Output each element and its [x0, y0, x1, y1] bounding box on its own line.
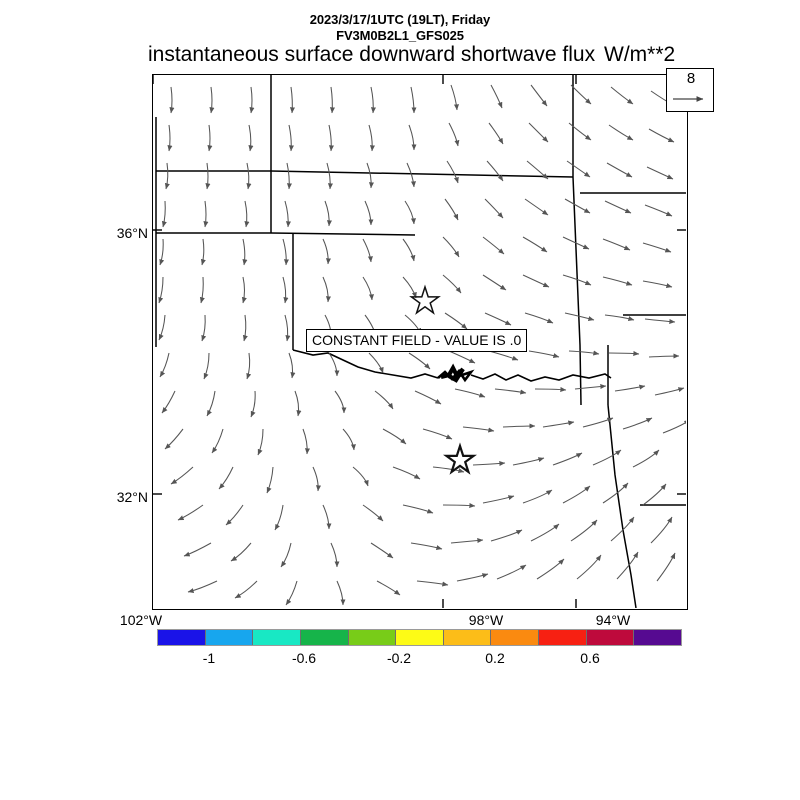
- model-name-header: FV3M0B2L1_GFS025: [336, 28, 464, 43]
- colorbar-tick-label-3: -0.2: [386, 650, 412, 666]
- colorbar-band-3: [252, 630, 300, 645]
- constant-field-annotation: CONSTANT FIELD - VALUE IS .0: [306, 329, 528, 352]
- colorbar-band-10: [585, 630, 634, 645]
- colorbar-band-7: [442, 630, 491, 645]
- colorbar-band-4: [299, 630, 348, 645]
- lon-tick-label-98w: 98°W: [468, 612, 504, 628]
- colorbar-band-1: [158, 630, 205, 645]
- colorbar-tick-label-2: -0.6: [291, 650, 317, 666]
- colorbar-tick-label-4: 0.2: [485, 650, 505, 666]
- station-markers: [409, 284, 477, 475]
- colorbar-band-11: [633, 630, 682, 645]
- lon-tick-label-102w: 102°W: [119, 612, 163, 628]
- colorbar[interactable]: [157, 629, 682, 646]
- axis-ticks: [153, 75, 686, 608]
- star-marker-north: [409, 284, 441, 315]
- reference-vector-key: 8: [666, 68, 714, 112]
- colorbar-band-9: [538, 630, 586, 645]
- units-label: W/m**2: [604, 43, 676, 66]
- colorbar-tick-label-5: 0.6: [580, 650, 600, 666]
- red-river-boundary: [292, 349, 612, 383]
- lat-tick-label-32n: 32°N: [116, 489, 148, 505]
- colorbar-band-5: [347, 630, 396, 645]
- vector-field-svg: [153, 75, 686, 608]
- star-marker-south: [443, 442, 477, 475]
- right-arrow-icon: [673, 96, 704, 102]
- colorbar-band-6: [395, 630, 443, 645]
- page-title: instantaneous surface downward shortwave…: [148, 43, 596, 66]
- wind-vector-arrows: [158, 84, 686, 606]
- valid-time-header: 2023/3/17/1UTC (19LT), Friday: [309, 12, 491, 27]
- colorbar-band-2: [204, 630, 253, 645]
- reference-vector-value: 8: [686, 70, 696, 87]
- colorbar-band-8: [490, 630, 539, 645]
- colorbar-tick-label-1: -1: [202, 650, 216, 666]
- lat-tick-label-36n: 36°N: [116, 225, 148, 241]
- lon-tick-label-94w: 94°W: [595, 612, 631, 628]
